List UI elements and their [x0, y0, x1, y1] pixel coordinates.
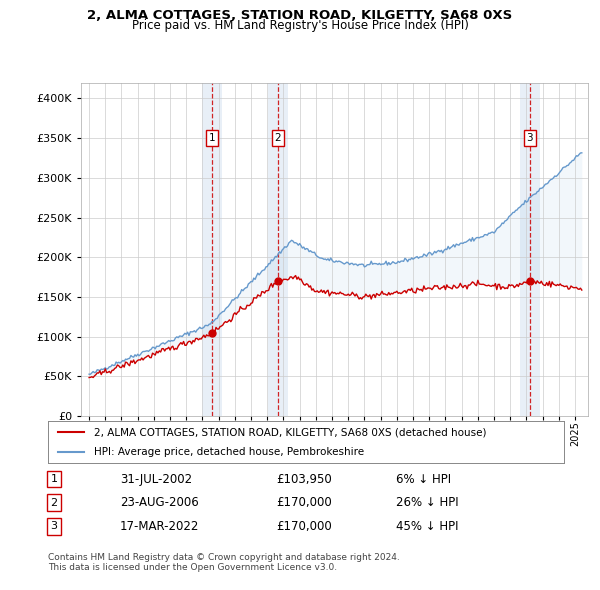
Text: 1: 1 — [209, 133, 215, 143]
Text: 2, ALMA COTTAGES, STATION ROAD, KILGETTY, SA68 0XS: 2, ALMA COTTAGES, STATION ROAD, KILGETTY… — [88, 9, 512, 22]
Text: 6% ↓ HPI: 6% ↓ HPI — [396, 473, 451, 486]
Text: HPI: Average price, detached house, Pembrokeshire: HPI: Average price, detached house, Pemb… — [94, 447, 365, 457]
Text: Price paid vs. HM Land Registry's House Price Index (HPI): Price paid vs. HM Land Registry's House … — [131, 19, 469, 32]
Text: £170,000: £170,000 — [276, 520, 332, 533]
Bar — [268, 83, 287, 416]
Text: 2: 2 — [50, 498, 58, 507]
Text: 3: 3 — [50, 522, 58, 531]
Text: 3: 3 — [527, 133, 533, 143]
Text: 45% ↓ HPI: 45% ↓ HPI — [396, 520, 458, 533]
Text: 26% ↓ HPI: 26% ↓ HPI — [396, 496, 458, 509]
Text: 1: 1 — [50, 474, 58, 484]
Text: 17-MAR-2022: 17-MAR-2022 — [120, 520, 199, 533]
Text: 31-JUL-2002: 31-JUL-2002 — [120, 473, 192, 486]
Text: Contains HM Land Registry data © Crown copyright and database right 2024.: Contains HM Land Registry data © Crown c… — [48, 553, 400, 562]
Text: 23-AUG-2006: 23-AUG-2006 — [120, 496, 199, 509]
Bar — [202, 83, 221, 416]
Text: 2, ALMA COTTAGES, STATION ROAD, KILGETTY, SA68 0XS (detached house): 2, ALMA COTTAGES, STATION ROAD, KILGETTY… — [94, 427, 487, 437]
Text: This data is licensed under the Open Government Licence v3.0.: This data is licensed under the Open Gov… — [48, 563, 337, 572]
Text: 2: 2 — [274, 133, 281, 143]
Text: £103,950: £103,950 — [276, 473, 332, 486]
Bar — [520, 83, 539, 416]
Text: £170,000: £170,000 — [276, 496, 332, 509]
